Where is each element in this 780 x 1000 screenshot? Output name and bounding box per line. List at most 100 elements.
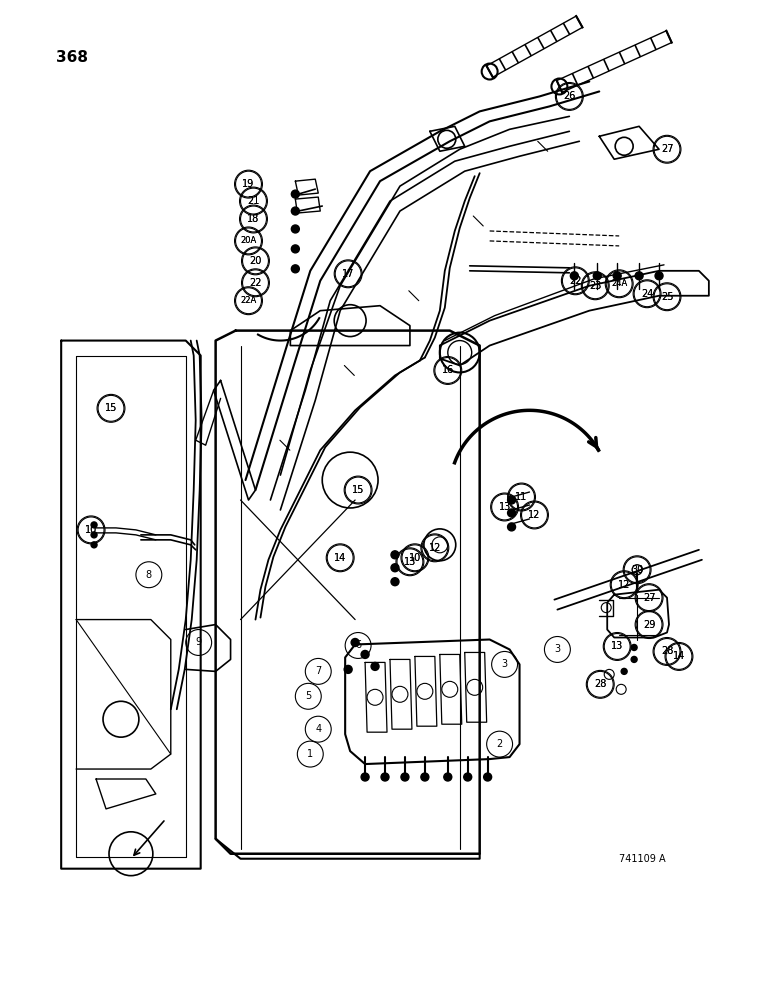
- Text: 10: 10: [85, 525, 98, 535]
- Text: 25: 25: [661, 292, 673, 302]
- Text: 12: 12: [528, 510, 541, 520]
- Circle shape: [444, 773, 452, 781]
- Circle shape: [391, 578, 399, 586]
- Circle shape: [91, 532, 97, 538]
- Circle shape: [613, 272, 621, 280]
- Text: 18: 18: [247, 214, 260, 224]
- Circle shape: [484, 773, 491, 781]
- Text: 5: 5: [305, 691, 311, 701]
- Text: 21: 21: [247, 196, 260, 206]
- Text: 24: 24: [641, 289, 654, 299]
- Text: 23: 23: [589, 281, 601, 291]
- Circle shape: [621, 668, 627, 674]
- Text: 26: 26: [563, 91, 576, 101]
- Text: 19: 19: [243, 179, 254, 189]
- Circle shape: [292, 207, 300, 215]
- Text: 6: 6: [355, 640, 361, 650]
- Text: 11: 11: [516, 492, 527, 502]
- Text: 12: 12: [618, 580, 630, 590]
- Text: 15: 15: [352, 485, 364, 495]
- Circle shape: [401, 773, 409, 781]
- Text: 368: 368: [56, 50, 88, 65]
- Text: 10: 10: [409, 553, 421, 563]
- Text: 28: 28: [594, 679, 606, 689]
- Circle shape: [391, 551, 399, 559]
- Text: 20: 20: [250, 256, 261, 266]
- Text: 25: 25: [661, 292, 673, 302]
- Text: 13: 13: [404, 557, 416, 567]
- Text: 24A: 24A: [611, 279, 627, 288]
- Circle shape: [635, 272, 643, 280]
- Text: 11: 11: [516, 492, 527, 502]
- Circle shape: [91, 542, 97, 548]
- Text: 28: 28: [661, 646, 673, 656]
- Text: 20A: 20A: [240, 236, 257, 245]
- Text: 23: 23: [589, 281, 601, 291]
- Text: 28: 28: [594, 679, 606, 689]
- Circle shape: [381, 773, 389, 781]
- Text: 17: 17: [342, 269, 354, 279]
- Text: 12: 12: [429, 543, 441, 553]
- Text: 14: 14: [673, 651, 685, 661]
- Circle shape: [508, 509, 516, 517]
- Text: 14: 14: [334, 553, 346, 563]
- Text: 15: 15: [105, 403, 117, 413]
- Circle shape: [594, 272, 601, 280]
- Text: 14: 14: [334, 553, 346, 563]
- Text: 17: 17: [342, 269, 354, 279]
- Text: 16: 16: [441, 365, 454, 375]
- Text: 24: 24: [641, 289, 654, 299]
- Text: 13: 13: [404, 557, 416, 567]
- Text: 22A: 22A: [240, 296, 257, 305]
- Circle shape: [631, 656, 637, 662]
- Text: 20: 20: [250, 256, 261, 266]
- Circle shape: [292, 245, 300, 253]
- Circle shape: [421, 773, 429, 781]
- Text: 13: 13: [498, 502, 511, 512]
- Text: 13: 13: [611, 641, 623, 651]
- Text: 3: 3: [555, 644, 561, 654]
- Text: 29: 29: [643, 620, 655, 630]
- Text: 19: 19: [243, 179, 254, 189]
- Circle shape: [391, 564, 399, 572]
- Circle shape: [371, 662, 379, 670]
- Text: 4: 4: [315, 724, 321, 734]
- Circle shape: [351, 639, 359, 646]
- Text: 13: 13: [498, 502, 511, 512]
- Text: 3: 3: [502, 659, 508, 669]
- Text: 16: 16: [441, 365, 454, 375]
- Text: 27: 27: [643, 593, 655, 603]
- Circle shape: [361, 650, 369, 658]
- Text: 7: 7: [315, 666, 321, 676]
- Text: 27: 27: [643, 593, 655, 603]
- Text: 15: 15: [105, 403, 117, 413]
- Text: 12: 12: [429, 543, 441, 553]
- Text: 20A: 20A: [240, 236, 257, 245]
- Text: 12: 12: [528, 510, 541, 520]
- Circle shape: [292, 265, 300, 273]
- Circle shape: [292, 190, 300, 198]
- Circle shape: [508, 496, 516, 504]
- Text: 27: 27: [661, 144, 673, 154]
- Text: 30: 30: [631, 565, 644, 575]
- Circle shape: [361, 773, 369, 781]
- Text: 27: 27: [661, 144, 673, 154]
- Text: 18: 18: [247, 214, 260, 224]
- Text: 13: 13: [611, 641, 623, 651]
- Text: 22: 22: [569, 276, 582, 286]
- Text: 8: 8: [146, 570, 152, 580]
- Text: 29: 29: [643, 620, 655, 630]
- Text: 9: 9: [196, 637, 202, 647]
- Text: 22: 22: [250, 278, 262, 288]
- Text: 22A: 22A: [240, 296, 257, 305]
- Text: 24A: 24A: [611, 279, 627, 288]
- Circle shape: [344, 665, 352, 673]
- Circle shape: [508, 523, 516, 531]
- Text: 30: 30: [631, 565, 644, 575]
- Text: 26: 26: [563, 91, 576, 101]
- Text: 10: 10: [85, 525, 98, 535]
- Text: 12: 12: [618, 580, 630, 590]
- Circle shape: [631, 644, 637, 650]
- Text: 10: 10: [409, 553, 421, 563]
- Text: 15: 15: [352, 485, 364, 495]
